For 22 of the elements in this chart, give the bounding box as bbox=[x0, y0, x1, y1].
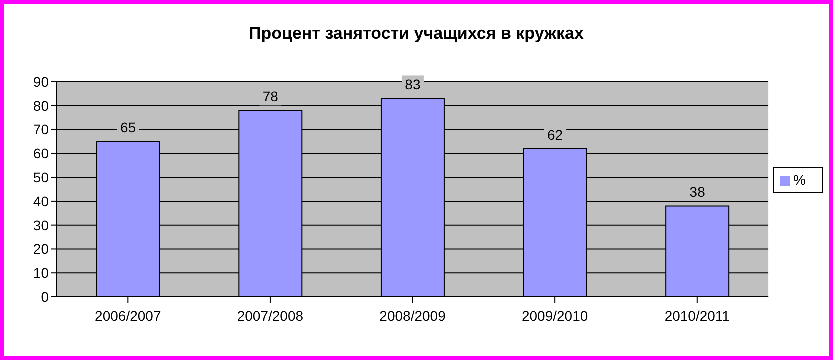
data-label: 83 bbox=[405, 76, 421, 93]
y-tick-label: 0 bbox=[41, 288, 50, 305]
x-tick-label: 2006/2007 bbox=[95, 308, 162, 324]
data-label: 78 bbox=[262, 88, 279, 105]
y-tick-label: 50 bbox=[33, 170, 50, 186]
y-tick-label: 30 bbox=[33, 217, 50, 234]
y-tick-label: 40 bbox=[33, 193, 50, 210]
x-tick-label: 2009/2010 bbox=[522, 308, 588, 324]
data-label: 38 bbox=[690, 184, 706, 200]
x-tick-label: 2007/2008 bbox=[237, 308, 304, 324]
y-tick-label: 70 bbox=[33, 122, 50, 138]
y-tick-label: 60 bbox=[33, 146, 50, 162]
y-tick-label: 90 bbox=[33, 74, 50, 90]
y-tick-label: 80 bbox=[33, 98, 50, 114]
data-label: 65 bbox=[120, 120, 136, 136]
x-tick-label: 2008/2009 bbox=[380, 308, 446, 324]
y-tick-label: 20 bbox=[33, 241, 50, 258]
x-tick-label: 2010/2011 bbox=[664, 308, 730, 324]
data-label: 62 bbox=[547, 126, 564, 143]
y-tick-label: 10 bbox=[33, 265, 50, 282]
chart-title: Процент занятости учащихся в кружках bbox=[248, 24, 585, 44]
legend-label: % bbox=[794, 172, 806, 188]
